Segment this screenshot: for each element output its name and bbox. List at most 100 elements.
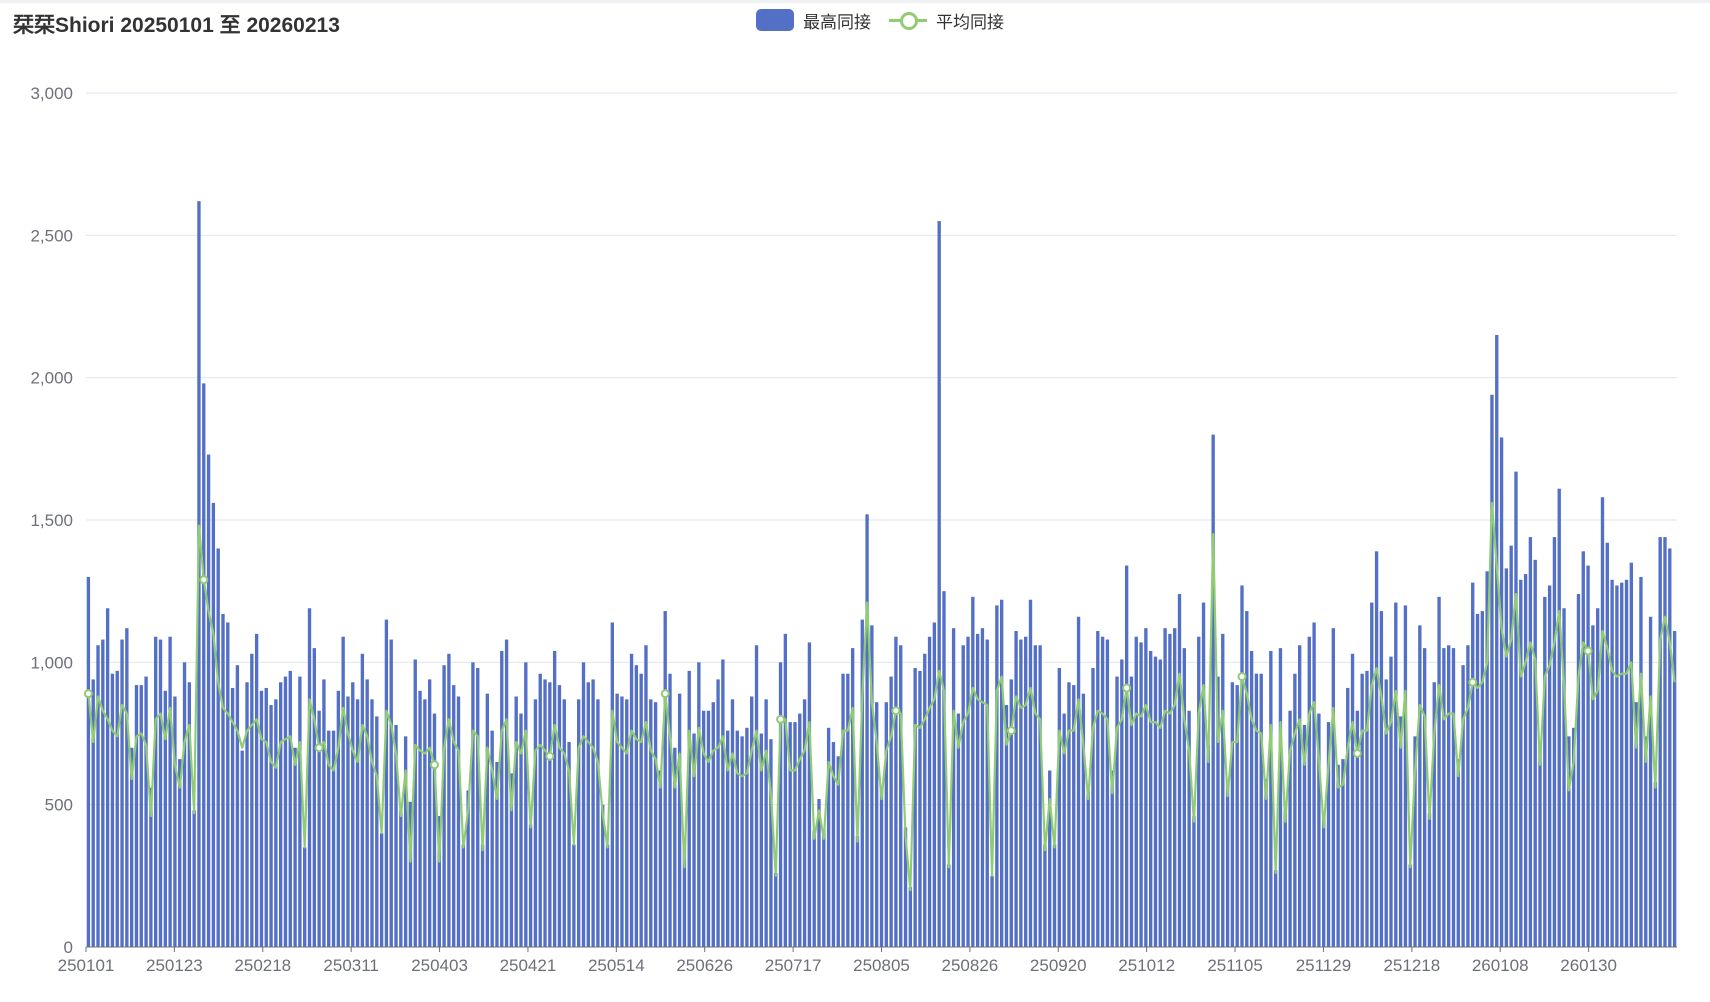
bar	[1552, 537, 1557, 947]
x-tick-label: 250826	[942, 956, 999, 975]
bar	[735, 730, 739, 947]
legend-item-max-viewers[interactable]: 最高同接	[756, 8, 871, 33]
bar	[1571, 727, 1576, 947]
bar	[1211, 434, 1215, 948]
bar	[476, 668, 480, 947]
bar	[1615, 585, 1619, 947]
bar	[1081, 693, 1086, 947]
bar	[1648, 616, 1653, 947]
bar	[254, 633, 259, 947]
bar	[1062, 713, 1066, 947]
bar	[1629, 562, 1634, 947]
bar	[692, 733, 696, 947]
bar	[586, 682, 590, 947]
bar	[1129, 676, 1134, 947]
bar	[1499, 437, 1504, 947]
bar	[1514, 471, 1518, 947]
bar	[1072, 685, 1076, 947]
bar	[365, 679, 369, 947]
bar	[370, 699, 374, 947]
bar	[1302, 724, 1307, 947]
x-tick-label: 251129	[1296, 956, 1351, 975]
bar	[1038, 645, 1042, 947]
bar	[1620, 582, 1624, 947]
bar	[1192, 816, 1196, 947]
bar	[601, 804, 605, 947]
bar	[682, 847, 687, 947]
bar	[1096, 631, 1100, 947]
bar	[1273, 870, 1278, 947]
bar	[831, 742, 836, 947]
bar	[572, 844, 576, 947]
bar	[1086, 787, 1090, 947]
legend-item-avg-viewers[interactable]: 平均同接	[871, 8, 1004, 33]
bar	[629, 653, 634, 947]
chart-title: 栞栞Shiori 20250101 至 20260213	[13, 14, 340, 37]
bar	[202, 383, 206, 947]
y-tick-label: 500	[45, 796, 73, 815]
bar	[995, 605, 999, 947]
bar	[500, 650, 504, 947]
bar	[322, 679, 326, 947]
bar	[1543, 596, 1547, 947]
bar	[1245, 611, 1249, 947]
bar	[947, 864, 951, 947]
bar	[163, 690, 167, 947]
bar	[485, 693, 490, 947]
bar	[528, 824, 533, 947]
bar	[1283, 810, 1287, 947]
bar	[206, 454, 211, 947]
bar	[129, 747, 134, 947]
bar	[764, 699, 768, 947]
line-point	[545, 751, 555, 761]
bar	[1158, 659, 1162, 947]
bar	[1187, 710, 1191, 947]
bar	[1067, 682, 1071, 947]
bar	[408, 801, 413, 947]
bar	[860, 619, 864, 947]
bar	[899, 645, 903, 947]
bar	[581, 662, 586, 947]
bar	[1048, 770, 1052, 947]
bar	[355, 699, 360, 947]
x-tick-label: 250514	[588, 956, 645, 975]
bar	[1466, 645, 1470, 947]
bar	[336, 690, 341, 947]
bar	[855, 835, 860, 947]
bar	[307, 608, 312, 947]
bar	[432, 713, 437, 947]
bar	[120, 639, 124, 947]
bar	[769, 739, 773, 947]
bar	[788, 722, 792, 947]
bar	[447, 653, 451, 947]
line-point	[1006, 726, 1016, 736]
bar	[331, 730, 336, 947]
bar	[697, 662, 701, 947]
line-point	[776, 714, 786, 724]
bar	[105, 608, 110, 947]
x-tick-label: 251105	[1207, 956, 1262, 975]
bar	[927, 636, 932, 947]
bar	[1057, 668, 1062, 947]
bar	[913, 668, 917, 947]
bar	[1024, 636, 1028, 947]
bar	[1259, 673, 1263, 947]
bar	[625, 699, 629, 947]
bar	[778, 662, 783, 947]
bar	[351, 682, 355, 947]
bar	[750, 696, 754, 947]
bar	[1076, 616, 1081, 947]
bar	[91, 679, 95, 947]
bar	[360, 653, 365, 947]
bar	[1197, 636, 1201, 947]
bar	[1100, 636, 1105, 947]
y-tick-label: 0	[64, 938, 73, 957]
bar	[288, 670, 292, 947]
bar	[101, 639, 105, 947]
bar	[168, 636, 172, 947]
bar	[1523, 574, 1528, 947]
bar	[543, 679, 547, 947]
bar	[875, 702, 879, 947]
bar	[836, 756, 840, 947]
bar	[1033, 645, 1037, 947]
